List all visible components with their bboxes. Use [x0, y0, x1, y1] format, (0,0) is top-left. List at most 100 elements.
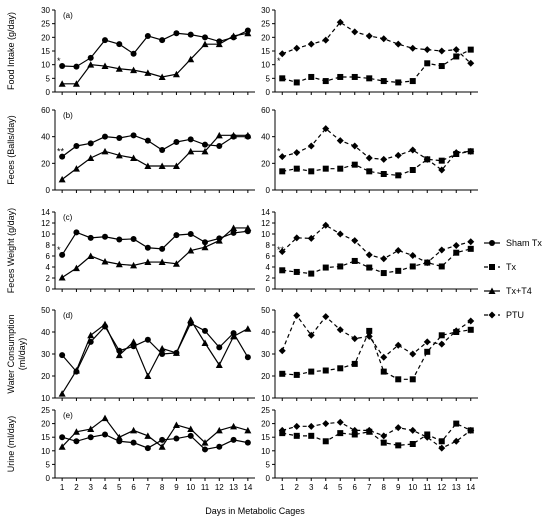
data-point [453, 249, 460, 256]
x-tick-label: 4 [103, 483, 108, 492]
data-point [409, 263, 416, 270]
data-point [351, 28, 359, 36]
y-tick-label: 15 [41, 433, 50, 442]
series-line [62, 32, 248, 85]
series-line [61, 318, 249, 394]
series-line [282, 127, 471, 171]
data-point [395, 376, 402, 383]
legend-entry: Sham Tx [484, 238, 542, 248]
data-point [158, 345, 166, 352]
y-tick-label: 20 [261, 372, 270, 381]
legend-label: Tx [506, 262, 516, 272]
series-sham-tx [59, 320, 251, 375]
x-tick-label: 5 [117, 483, 122, 492]
data-point [467, 59, 475, 67]
data-point [244, 439, 251, 446]
x-axis-label: Days in Metabolic Cages [205, 506, 305, 516]
data-point [322, 264, 329, 271]
significance-annotation: * [277, 56, 281, 66]
data-point [144, 258, 152, 266]
data-point [201, 40, 209, 48]
x-tick-label: 11 [423, 483, 432, 492]
y-tick-label: 15 [261, 433, 270, 442]
data-point [293, 149, 301, 157]
x-tick-label: 9 [396, 483, 401, 492]
y-tick-label: 25 [261, 406, 270, 415]
data-point [187, 316, 195, 323]
data-point [366, 264, 373, 271]
data-point [230, 422, 238, 430]
data-point [144, 432, 152, 439]
data-point [115, 65, 123, 72]
legend-marker [488, 311, 496, 319]
data-point [394, 151, 402, 159]
y-tick-label: 8 [266, 241, 271, 250]
y-tick-label: 0 [266, 186, 271, 195]
data-point [424, 431, 431, 438]
y-tick-label: 14 [41, 208, 50, 217]
data-point [59, 63, 66, 70]
y-tick-label: 5 [266, 460, 271, 469]
panel-water-right: 10 20 30 40 50 [261, 306, 478, 403]
y-tick-label: 10 [41, 447, 50, 456]
data-point [130, 338, 138, 345]
series-ptu [278, 221, 475, 267]
data-point [130, 261, 138, 269]
data-point [337, 263, 344, 270]
data-point [380, 432, 388, 440]
y-tick-label: 10 [41, 230, 50, 239]
y-tick-label: 20 [261, 159, 270, 168]
data-point [173, 232, 180, 239]
data-point [215, 237, 223, 244]
x-tick-label: 9 [174, 483, 179, 492]
data-point [187, 136, 194, 143]
data-point [187, 231, 194, 237]
y-tick-label: 30 [41, 350, 50, 359]
data-point [58, 390, 66, 397]
y-tick-label: 0 [46, 88, 51, 97]
data-point [215, 426, 223, 434]
data-point [73, 229, 80, 236]
data-point [244, 354, 251, 361]
data-point [201, 439, 209, 446]
y-tick-label: 10 [261, 61, 270, 70]
data-point [130, 426, 138, 434]
data-point [308, 368, 315, 375]
x-tick-label: 8 [160, 483, 165, 492]
data-point [201, 147, 209, 155]
y-tick-label: 12 [41, 219, 50, 228]
data-point [322, 125, 330, 133]
data-point [87, 54, 94, 61]
data-point [230, 332, 238, 340]
panel-food-left: 0 5 10 15 20 25 30 (a) * [41, 6, 255, 97]
y-tick-label: 0 [46, 474, 51, 483]
data-point [394, 341, 402, 349]
data-point [395, 442, 402, 449]
y-tick-label: 30 [41, 6, 50, 15]
y-tick-label: 20 [261, 33, 270, 42]
data-point [279, 267, 286, 274]
x-tick-label: 3 [309, 483, 314, 492]
series-tx [279, 245, 474, 277]
data-point [322, 438, 329, 445]
y-axis-label: (ml/day) [17, 338, 27, 371]
data-point [115, 151, 123, 159]
data-point [424, 348, 431, 355]
data-point [307, 422, 315, 430]
data-point [87, 252, 95, 259]
y-tick-label: 8 [46, 241, 51, 250]
data-point [215, 40, 223, 48]
legend-marker [489, 240, 495, 246]
data-point [230, 224, 238, 231]
data-point [279, 168, 286, 175]
y-tick-label: 12 [261, 219, 270, 228]
data-point [216, 443, 223, 450]
panel-water-left: 10 20 30 40 50 (d) [41, 306, 255, 403]
data-point [87, 331, 95, 339]
data-point [351, 431, 358, 438]
y-tick-label: 60 [41, 106, 50, 115]
y-tick-label: 20 [41, 420, 50, 429]
data-point [351, 142, 359, 150]
data-point [307, 331, 315, 339]
y-tick-label: 40 [261, 328, 270, 337]
